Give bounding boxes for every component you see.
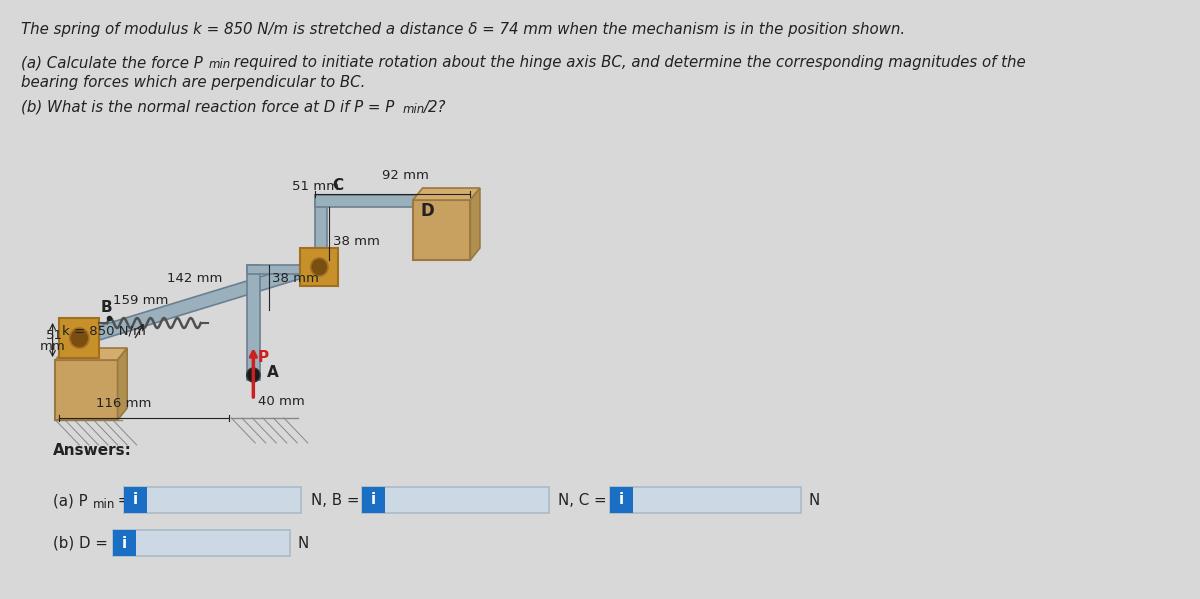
Text: (b) D =: (b) D = [53,536,108,551]
Circle shape [70,328,89,348]
Text: i: i [121,536,127,550]
Text: 116 mm: 116 mm [96,397,151,410]
Polygon shape [55,348,127,360]
Text: Answers:: Answers: [53,443,132,458]
Text: (b) What is the normal reaction force at D if P = P: (b) What is the normal reaction force at… [22,100,395,115]
Text: 51 mm: 51 mm [292,180,338,193]
Text: D: D [421,202,434,220]
Text: (a) P: (a) P [53,493,88,508]
Bar [362,487,385,513]
Bar [610,487,632,513]
Circle shape [247,368,260,382]
Text: 142 mm: 142 mm [167,272,223,285]
Polygon shape [316,195,463,207]
Polygon shape [100,260,316,340]
Text: N, B =: N, B = [311,493,359,508]
Bar [413,200,470,260]
Text: required to initiate rotation about the hinge axis BC, and determine the corresp: required to initiate rotation about the … [229,55,1026,70]
Text: 92 mm: 92 mm [383,169,430,182]
Text: k = 850 N/m: k = 850 N/m [62,324,146,337]
Polygon shape [118,348,127,420]
Polygon shape [470,188,480,260]
Bar [362,487,548,513]
Text: 51: 51 [46,329,62,342]
Text: P: P [257,350,269,365]
Bar [125,487,301,513]
Polygon shape [247,265,316,274]
Text: 159 mm: 159 mm [113,294,168,307]
Bar [113,530,289,556]
Text: B: B [101,300,112,315]
Polygon shape [247,265,260,380]
Text: N: N [298,536,308,551]
Text: N, C =: N, C = [558,493,607,508]
Polygon shape [413,188,480,200]
Text: bearing forces which are perpendicular to BC.: bearing forces which are perpendicular t… [22,75,366,90]
Text: A: A [266,365,278,380]
Bar [125,487,148,513]
Polygon shape [316,195,326,265]
Text: min: min [402,103,425,116]
Text: N: N [809,493,820,508]
Bar [113,530,136,556]
Text: min: min [209,58,230,71]
Text: 38 mm: 38 mm [332,235,379,248]
Bar [300,248,338,286]
Text: =: = [113,493,130,508]
Bar [59,318,100,358]
Text: C: C [332,178,344,193]
Text: (a) Calculate the force P: (a) Calculate the force P [22,55,203,70]
Bar [610,487,802,513]
Circle shape [311,258,328,276]
Text: /2?: /2? [424,100,446,115]
Text: mm: mm [40,340,66,353]
Text: 40 mm: 40 mm [258,395,305,408]
Text: 38 mm: 38 mm [272,272,319,285]
Text: i: i [619,492,624,507]
Text: i: i [133,492,138,507]
Text: The spring of modulus k = 850 N/m is stretched a distance δ = 74 mm when the mec: The spring of modulus k = 850 N/m is str… [22,22,905,37]
Text: i: i [371,492,377,507]
Text: min: min [92,498,115,511]
Bar [55,360,118,420]
